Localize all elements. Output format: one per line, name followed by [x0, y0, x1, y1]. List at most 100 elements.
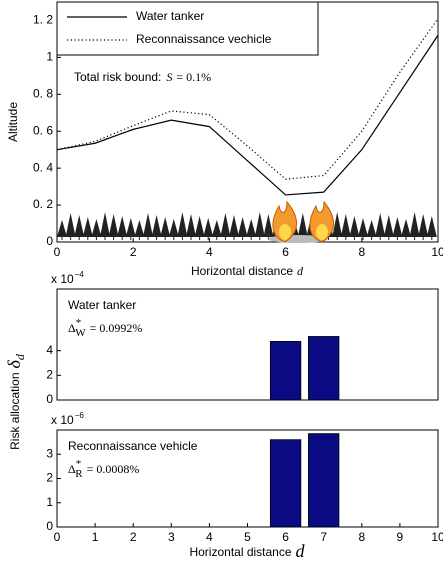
annotation-part: * — [76, 458, 82, 470]
tree — [151, 215, 162, 237]
series-line — [56, 34, 439, 196]
bar — [269, 439, 302, 528]
y-tick-label: 0. 4 — [33, 160, 53, 174]
annotation-part: Δ — [68, 462, 76, 476]
annotation-part: = 0.0992% — [90, 321, 143, 335]
y-axis-label: Risk allocation δd — [4, 353, 27, 450]
tree — [297, 213, 308, 237]
annotation-part: Reconnaissance vehicle — [68, 439, 198, 453]
x-axis-label-part: d — [297, 264, 304, 278]
tree — [82, 217, 93, 237]
y-tick-label: 2 — [46, 368, 53, 382]
legend-label: Reconnaissance vechicle — [136, 32, 272, 46]
axis-exponent-part: x 10 — [51, 413, 74, 427]
x-axis-label-part: d — [296, 541, 306, 561]
bar — [308, 336, 340, 401]
annotation-part: = 0.0008% — [87, 462, 140, 476]
legend-box — [56, 1, 319, 56]
tree — [177, 212, 188, 237]
fire-core — [279, 224, 291, 240]
tree — [57, 220, 67, 237]
tree — [366, 220, 377, 237]
tree — [375, 213, 386, 237]
annotation: Reconnaissance vehicle Δ* R = 0.0008% — [68, 439, 198, 479]
tree — [186, 214, 196, 237]
y-tick-label: 0 — [46, 519, 53, 533]
y-tick-label: 1. 2 — [33, 13, 53, 27]
tree — [246, 219, 257, 237]
tree — [263, 214, 274, 237]
tree — [418, 214, 429, 237]
y-tick-label: 1 — [46, 50, 53, 64]
tree — [409, 212, 420, 237]
annotation-part: R — [75, 468, 83, 480]
x-axis-label: Horizontal distance d — [191, 264, 304, 278]
tree — [91, 219, 102, 237]
y-tick-label: 2 — [46, 471, 53, 485]
tree — [194, 216, 205, 237]
x-axis-label-part: Horizontal distance — [191, 264, 293, 278]
tree — [358, 218, 368, 237]
tree — [426, 216, 437, 237]
x-tick-label: 10 — [431, 245, 443, 259]
y-tick-label: 0 — [46, 234, 53, 248]
x-tick-label: 6 — [282, 245, 289, 259]
tree — [383, 215, 394, 237]
x-tick-label: 0 — [54, 530, 61, 544]
tree — [229, 215, 239, 237]
y-tick-label: 1 — [46, 495, 53, 509]
axis-exponent-part: −6 — [75, 411, 85, 420]
y-axis-label-part: δ — [4, 360, 24, 369]
annotation-part: * — [76, 317, 82, 329]
tree — [203, 218, 214, 237]
annotation-part: W — [75, 327, 86, 339]
x-tick-label: 8 — [358, 245, 365, 259]
x-tick-label: 1 — [92, 530, 99, 544]
y-tick-label: 0. 8 — [33, 86, 53, 100]
y-tick-label: 0 — [46, 392, 53, 406]
x-tick-label: 2 — [130, 530, 137, 544]
y-tick-label: 0. 6 — [33, 123, 53, 137]
tree — [392, 217, 403, 237]
tree — [349, 216, 360, 237]
tree — [100, 212, 110, 237]
x-tick-label: 8 — [358, 530, 365, 544]
x-tick-label: 3 — [168, 530, 175, 544]
axis-exponent: x 10−4 — [51, 270, 84, 286]
x-tick-label: 4 — [206, 245, 213, 259]
x-tick-label: 4 — [206, 530, 213, 544]
x-axis-label: Horizontal distance d — [189, 541, 305, 561]
annotation-part: = 0.1% — [176, 70, 211, 84]
annotation-part: S — [166, 70, 172, 84]
y-tick-label: 3 — [46, 446, 53, 460]
x-tick-label: 5 — [244, 530, 251, 544]
annotation-part: Water tanker — [68, 298, 136, 312]
tree — [117, 216, 128, 237]
fire-core — [316, 224, 328, 240]
axis-exponent-part: x 10 — [51, 272, 74, 286]
tree — [332, 212, 343, 237]
plot-frame — [56, 288, 439, 401]
annotation-part: Δ — [68, 321, 76, 335]
y-axis-label: Altitude — [6, 102, 20, 142]
bar — [269, 341, 302, 401]
x-tick-label: 2 — [130, 245, 137, 259]
y-axis-label-part: Risk allocation — [8, 373, 22, 450]
tree — [211, 220, 222, 237]
x-tick-label: 10 — [431, 530, 443, 544]
tree — [160, 217, 171, 237]
annotation-part: Total risk bound: — [74, 70, 161, 84]
tree — [143, 213, 153, 237]
x-tick-label: 6 — [282, 530, 289, 544]
legend-label: Water tanker — [136, 9, 204, 23]
y-tick-label: 4 — [46, 343, 53, 357]
x-tick-label: 9 — [397, 530, 404, 544]
tree — [134, 220, 145, 237]
tree — [125, 218, 136, 237]
axis-exponent-part: −4 — [75, 270, 85, 279]
x-axis-label-part: Horizontal distance — [189, 545, 291, 559]
x-tick-label: 0 — [54, 245, 61, 259]
x-tick-label: 7 — [320, 530, 327, 544]
